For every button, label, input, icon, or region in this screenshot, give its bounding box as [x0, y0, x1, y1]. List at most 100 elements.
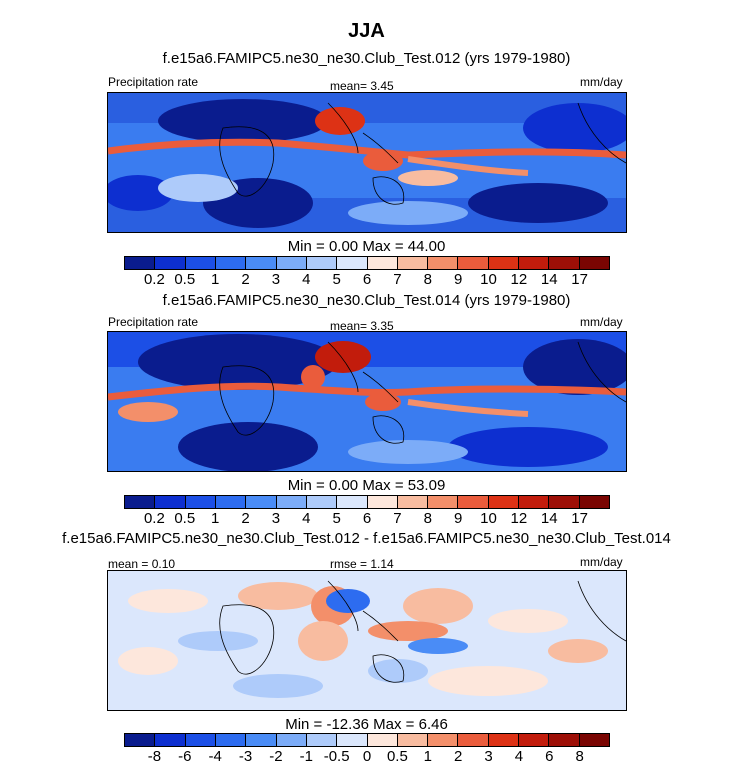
colorbar-tick-label: -6	[178, 748, 192, 765]
colorbar-tick-label: 0.2	[143, 271, 165, 288]
colorbar-tick-label: -2	[269, 748, 283, 765]
colorbar-tick-label: 5	[332, 510, 341, 527]
colorbar-swatch	[519, 734, 550, 746]
colorbar-tick-label: 4	[302, 271, 311, 288]
colorbar-tick-label: 1	[210, 510, 220, 527]
colorbar-tick-label: 3	[484, 748, 493, 765]
colorbar-swatch	[185, 496, 216, 508]
panel-3-left-label: mean = 0.10	[108, 557, 176, 571]
colorbar-swatch	[276, 734, 307, 746]
panel-1-colorbar-ticks: 0.2 0.5 1 2 3 4 5 6 7 8 9 10 12 14 17	[124, 271, 610, 288]
colorbar-tick-label: 6	[362, 271, 372, 288]
panel-3-right-label: mm/day	[580, 555, 623, 569]
colorbar-tick-label: 12	[510, 510, 528, 527]
colorbar-tick-label: 6	[362, 510, 372, 527]
colorbar-swatch	[125, 496, 156, 508]
colorbar-tick-label: -3	[238, 748, 253, 765]
colorbar-swatch	[428, 734, 459, 746]
panel-2-colorbar-ticks: 0.2 0.5 1 2 3 4 5 6 7 8 9 10 12 14 17	[124, 510, 610, 527]
colorbar-swatch	[155, 496, 186, 508]
colorbar-tick-label: 0.5	[174, 271, 196, 288]
colorbar-tick-label: 4	[302, 510, 311, 527]
colorbar-swatch	[125, 257, 156, 269]
colorbar-swatch	[337, 257, 368, 269]
colorbar-swatch	[579, 734, 609, 746]
colorbar-swatch	[458, 496, 489, 508]
colorbar-tick-label: 8	[423, 510, 432, 527]
colorbar-swatch	[246, 496, 277, 508]
colorbar-swatch	[397, 257, 429, 269]
panel-2-right-label: mm/day	[580, 315, 623, 329]
colorbar-tick-label: 17	[571, 271, 588, 288]
panel-1-map	[107, 92, 627, 233]
colorbar-swatch	[579, 257, 609, 269]
colorbar-tick-label: 0.5	[174, 510, 196, 527]
colorbar-swatch	[155, 734, 186, 746]
colorbar-tick-label: 7	[393, 510, 402, 527]
colorbar-tick-label: 5	[332, 271, 341, 288]
colorbar-tick-label: 10	[480, 510, 497, 527]
colorbar-swatch	[215, 734, 247, 746]
colorbar-tick-label: 14	[540, 510, 558, 527]
colorbar-swatch	[306, 496, 338, 508]
panel-2-map	[107, 331, 627, 472]
colorbar-tick-label: 1	[210, 271, 220, 288]
colorbar-swatch	[549, 257, 580, 269]
colorbar-swatch	[125, 734, 156, 746]
colorbar-tick-label: 0.5	[386, 748, 408, 765]
colorbar-tick-label: 6	[545, 748, 554, 765]
panel-2-center-label: mean= 3.35	[330, 319, 394, 333]
panel-1-left-label: Precipitation rate	[108, 75, 199, 89]
colorbar-tick-label: 8	[423, 271, 432, 288]
colorbar-swatch	[397, 734, 429, 746]
colorbar-swatch	[488, 734, 520, 746]
colorbar-tick-label: 8	[575, 748, 584, 765]
colorbar-tick-label: 9	[453, 271, 463, 288]
colorbar-swatch	[428, 496, 459, 508]
colorbar-swatch	[488, 496, 520, 508]
colorbar-swatch	[215, 257, 247, 269]
colorbar-swatch	[579, 496, 609, 508]
page-title: JJA	[348, 20, 385, 42]
panel-1-center-label: mean= 3.45	[330, 79, 394, 93]
colorbar-swatch	[185, 734, 216, 746]
colorbar-swatch	[276, 496, 307, 508]
colorbar-tick-label: 1	[423, 748, 432, 765]
colorbar-swatch	[458, 257, 489, 269]
colorbar-swatch	[215, 496, 247, 508]
colorbar-swatch	[428, 257, 459, 269]
panel-2-left-label: Precipitation rate	[108, 315, 199, 329]
panel-3-map	[107, 570, 627, 711]
colorbar-tick-label: 17	[571, 510, 588, 527]
colorbar-tick-label: 14	[540, 271, 558, 288]
panel-2-colorbar	[124, 495, 610, 509]
panel-3-colorbar	[124, 733, 610, 747]
panel-2-minmax: Min = 0.00 Max = 53.09	[287, 477, 446, 494]
colorbar-swatch	[155, 257, 186, 269]
colorbar-swatch	[549, 496, 580, 508]
colorbar-swatch	[246, 734, 277, 746]
colorbar-swatch	[276, 257, 307, 269]
colorbar-swatch	[367, 496, 398, 508]
panel-2-title: f.e15a6.FAMIPC5.ne30_ne30.Club_Test.014 …	[162, 292, 571, 309]
colorbar-tick-label: -8	[147, 748, 162, 765]
colorbar-swatch	[367, 734, 398, 746]
colorbar-tick-label: 7	[393, 271, 402, 288]
colorbar-tick-label: 4	[514, 748, 524, 765]
colorbar-tick-label: 2	[241, 510, 250, 527]
colorbar-swatch	[185, 257, 216, 269]
colorbar-tick-label: -4	[208, 748, 222, 765]
colorbar-tick-label: 0.2	[143, 510, 165, 527]
colorbar-tick-label: -1	[299, 748, 313, 765]
panel-1-minmax: Min = 0.00 Max = 44.00	[287, 238, 446, 255]
panel-1-colorbar	[124, 256, 610, 270]
panel-3-minmax: Min = -12.36 Max = 6.46	[285, 716, 448, 733]
colorbar-tick-label: 2	[453, 748, 463, 765]
panel-3-colorbar-ticks: -8 -6 -4 -3 -2 -1 -0.5 0 0.5 1 2 3 4 6 8	[124, 748, 610, 765]
panel-3-center-label: rmse = 1.14	[330, 557, 394, 571]
colorbar-swatch	[488, 257, 520, 269]
colorbar-tick-label: 12	[510, 271, 528, 288]
colorbar-tick-label: 10	[480, 271, 497, 288]
colorbar-swatch	[306, 734, 338, 746]
colorbar-tick-label: -0.5	[323, 748, 350, 765]
